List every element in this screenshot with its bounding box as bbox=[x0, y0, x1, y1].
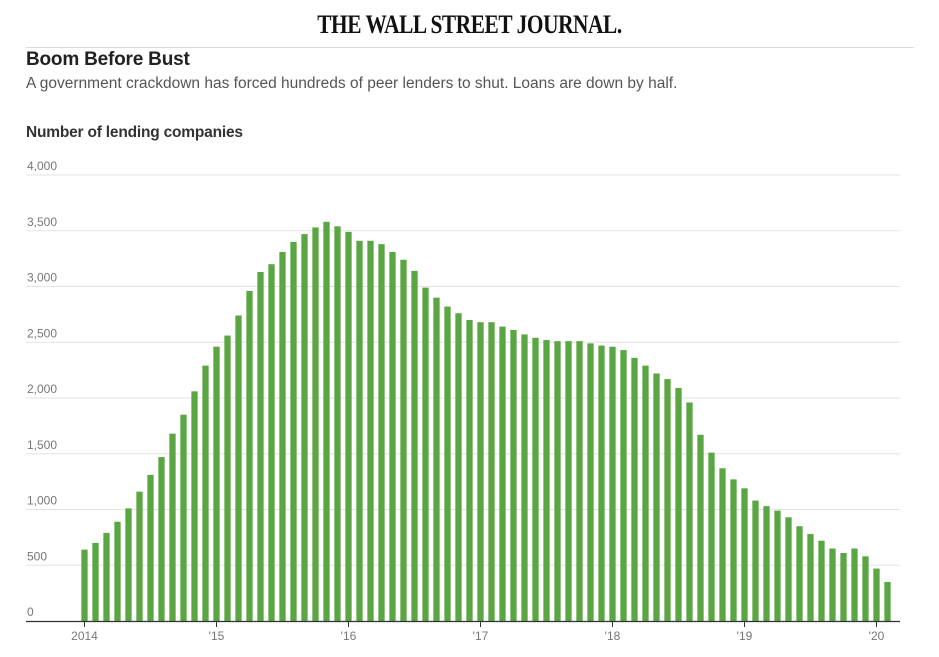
bar bbox=[411, 270, 418, 621]
y-axis-ticks: 0 500 1,000 1,500 2,000 2,500 3,000 3,500 4,000 bbox=[27, 159, 57, 619]
bar bbox=[763, 506, 770, 621]
bar bbox=[620, 350, 627, 621]
x-tick-label: '15 bbox=[209, 629, 225, 643]
bar bbox=[246, 290, 253, 621]
bar bbox=[609, 346, 616, 621]
bar bbox=[323, 221, 330, 621]
bar bbox=[697, 434, 704, 621]
bar bbox=[598, 345, 605, 621]
bar bbox=[202, 365, 209, 621]
bar bbox=[455, 313, 462, 621]
bar bbox=[554, 341, 561, 621]
bar bbox=[510, 329, 517, 621]
bar bbox=[290, 241, 297, 621]
bar bbox=[818, 540, 825, 621]
bar bbox=[103, 532, 110, 621]
bar bbox=[312, 227, 319, 621]
x-tick-label: '20 bbox=[869, 629, 885, 643]
bar bbox=[664, 379, 671, 621]
bar bbox=[862, 556, 869, 621]
bar bbox=[367, 240, 374, 621]
y-tick-label: 3,000 bbox=[27, 271, 57, 285]
bar bbox=[532, 337, 539, 621]
bar bbox=[708, 452, 715, 621]
y-tick-label: 1,000 bbox=[27, 494, 57, 508]
bar bbox=[741, 488, 748, 621]
bar bbox=[521, 334, 528, 621]
header-divider bbox=[26, 47, 914, 48]
bar bbox=[158, 457, 165, 621]
bar bbox=[235, 315, 242, 621]
bar bbox=[752, 500, 759, 621]
x-tick-label: '16 bbox=[341, 629, 357, 643]
bar bbox=[389, 251, 396, 621]
x-tick-label: '17 bbox=[473, 629, 489, 643]
bar bbox=[301, 234, 308, 621]
bar bbox=[334, 226, 341, 622]
bar bbox=[257, 272, 264, 621]
bar bbox=[433, 297, 440, 621]
bar bbox=[169, 433, 176, 621]
bar bbox=[81, 549, 88, 621]
bar bbox=[851, 548, 858, 621]
bar bbox=[422, 287, 429, 621]
bar bbox=[92, 542, 99, 621]
x-tick-label: '18 bbox=[605, 629, 621, 643]
y-tick-label: 3,500 bbox=[27, 215, 57, 229]
bar bbox=[653, 373, 660, 621]
bar bbox=[543, 340, 550, 621]
y-tick-label: 4,000 bbox=[27, 159, 57, 173]
bar bbox=[268, 264, 275, 621]
bar bbox=[796, 526, 803, 621]
x-tick-label: 2014 bbox=[71, 629, 98, 643]
bar bbox=[125, 508, 132, 621]
bar bbox=[488, 322, 495, 621]
bar bbox=[356, 240, 363, 621]
y-tick-label: 1,500 bbox=[27, 438, 57, 452]
bar bbox=[444, 306, 451, 621]
bar bbox=[279, 251, 286, 621]
bar bbox=[180, 414, 187, 621]
y-axis-title: Number of lending companies bbox=[26, 124, 243, 141]
y-tick-label: 500 bbox=[27, 549, 47, 563]
bar bbox=[213, 346, 220, 621]
bar bbox=[565, 341, 572, 621]
bar bbox=[642, 365, 649, 621]
x-axis: 2014 '15 '16 '17 '18 '19 '20 bbox=[26, 620, 900, 643]
bar bbox=[829, 548, 836, 621]
bar bbox=[224, 335, 231, 621]
bar bbox=[147, 474, 154, 621]
x-tick-label: '19 bbox=[737, 629, 753, 643]
masthead-logo: THE WALL STREET JOURNAL. bbox=[317, 10, 622, 39]
bar bbox=[499, 326, 506, 621]
bar bbox=[345, 231, 352, 622]
bar bbox=[675, 387, 682, 621]
bar bbox=[114, 521, 121, 621]
bar bbox=[719, 468, 726, 621]
bar bbox=[807, 534, 814, 621]
y-tick-label: 2,000 bbox=[27, 382, 57, 396]
y-tick-label: 2,500 bbox=[27, 326, 57, 340]
bar bbox=[378, 244, 385, 621]
bar bbox=[686, 402, 693, 621]
chart-subtitle: A government crackdown has forced hundre… bbox=[26, 75, 678, 92]
bar bbox=[576, 341, 583, 621]
bar bbox=[774, 510, 781, 621]
bar bbox=[136, 491, 143, 621]
bar bbox=[873, 568, 880, 621]
bar bbox=[884, 581, 891, 621]
bar bbox=[587, 343, 594, 621]
bar bbox=[477, 322, 484, 621]
bar bbox=[840, 552, 847, 621]
chart-title: Boom Before Bust bbox=[26, 49, 190, 70]
bar bbox=[730, 479, 737, 621]
bar bbox=[631, 357, 638, 621]
bar bbox=[191, 391, 198, 621]
bar bbox=[785, 517, 792, 621]
bar bbox=[400, 259, 407, 621]
bar bbox=[466, 319, 473, 621]
y-tick-label: 0 bbox=[27, 605, 34, 619]
bar-series bbox=[81, 221, 891, 622]
